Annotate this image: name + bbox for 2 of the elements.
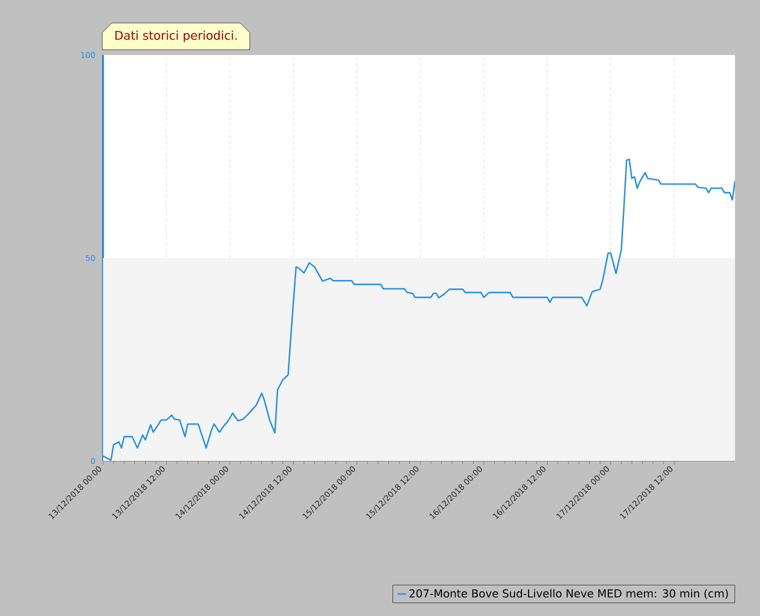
chart-title: Dati storici periodici. — [115, 30, 237, 42]
legend-label: 207-Monte Bove Sud-Livello Neve MED mem: 30 min (cm) — [410, 589, 728, 599]
